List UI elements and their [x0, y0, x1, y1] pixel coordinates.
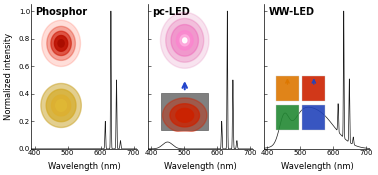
Y-axis label: Normalized intensity: Normalized intensity [4, 33, 13, 120]
Text: pc-LED: pc-LED [152, 7, 190, 17]
X-axis label: Wavelength (nm): Wavelength (nm) [280, 162, 353, 171]
X-axis label: Wavelength (nm): Wavelength (nm) [48, 162, 121, 171]
Text: WW-LED: WW-LED [268, 7, 314, 17]
Text: Phosphor: Phosphor [36, 7, 88, 17]
X-axis label: Wavelength (nm): Wavelength (nm) [164, 162, 237, 171]
